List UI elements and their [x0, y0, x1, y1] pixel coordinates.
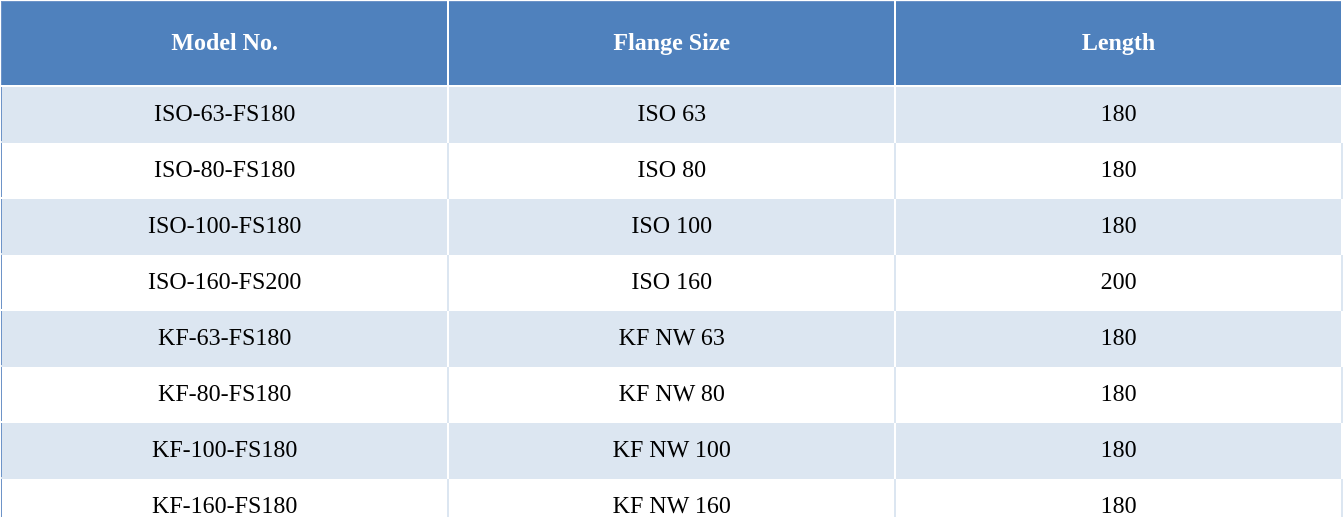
- table-cell: 180: [895, 197, 1343, 254]
- table-cell: KF-160-FS180: [1, 477, 450, 517]
- table-cell: KF-63-FS180: [1, 309, 450, 366]
- table-cell: ISO-160-FS200: [1, 253, 450, 310]
- table-cell: KF NW 63: [448, 309, 897, 366]
- table-cell: ISO 80: [448, 141, 897, 198]
- table-cell: 180: [895, 141, 1343, 198]
- table-row: KF-100-FS180 KF NW 100 180: [1, 421, 1343, 478]
- table-cell: ISO 63: [448, 85, 897, 142]
- table-body: ISO-63-FS180 ISO 63 180 ISO-80-FS180 ISO 80 1…: [1, 85, 1343, 517]
- table-cell: KF NW 160: [448, 477, 897, 517]
- table-cell: 180: [895, 365, 1343, 422]
- table-cell: KF-100-FS180: [1, 421, 450, 478]
- table-row: ISO-63-FS180 ISO 63 180: [1, 85, 1343, 142]
- table-cell: ISO 100: [448, 197, 897, 254]
- table-cell: 180: [895, 309, 1343, 366]
- table-cell: ISO 160: [448, 253, 897, 310]
- table-cell: ISO-80-FS180: [1, 141, 450, 198]
- table-cell: ISO-100-FS180: [1, 197, 450, 254]
- table-row: KF-160-FS180 KF NW 160 180: [1, 477, 1343, 517]
- table-row: ISO-80-FS180 ISO 80 180: [1, 141, 1343, 198]
- header-cell: Length: [895, 1, 1343, 86]
- table-row: ISO-160-FS200 ISO 160 200: [1, 253, 1343, 310]
- table-cell: KF-80-FS180: [1, 365, 450, 422]
- header-cell: Model No.: [1, 1, 450, 86]
- table-cell: ISO-63-FS180: [1, 85, 450, 142]
- table-cell: 180: [895, 421, 1343, 478]
- header-row: Model No. Flange Size Length: [1, 1, 1343, 86]
- table-cell: KF NW 100: [448, 421, 897, 478]
- table-cell: KF NW 80: [448, 365, 897, 422]
- table-cell: 180: [895, 477, 1343, 517]
- header-cell: Flange Size: [448, 1, 897, 86]
- table-cell: 200: [895, 253, 1343, 310]
- table-row: KF-63-FS180 KF NW 63 180: [1, 309, 1343, 366]
- table-row: ISO-100-FS180 ISO 100 180: [1, 197, 1343, 254]
- table-row: KF-80-FS180 KF NW 80 180: [1, 365, 1343, 422]
- table-cell: 180: [895, 85, 1343, 142]
